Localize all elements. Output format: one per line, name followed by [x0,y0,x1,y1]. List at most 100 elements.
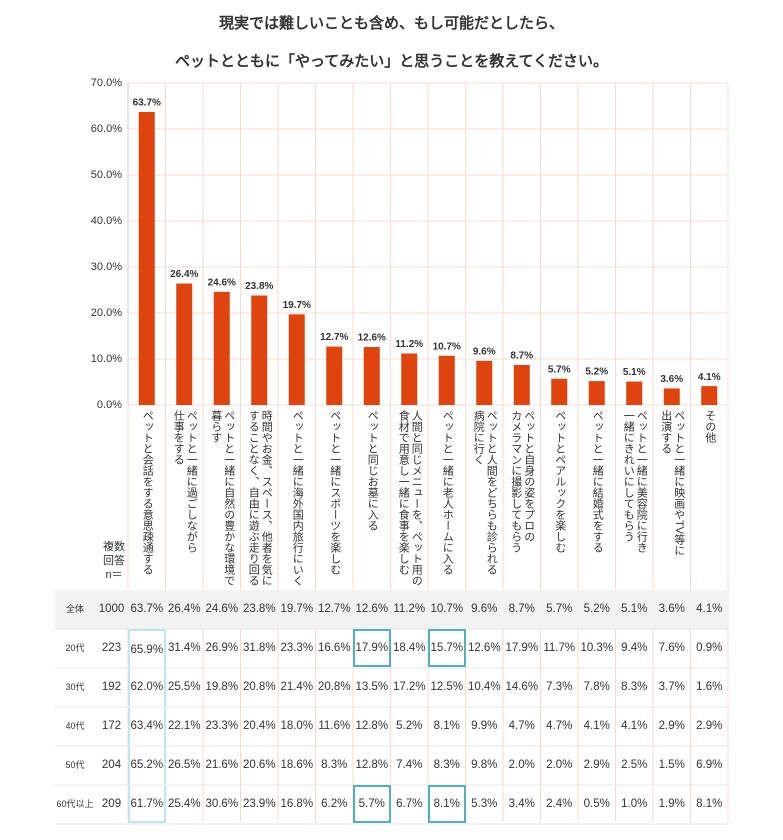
table-cell: 16.6% [317,642,351,654]
row-label: 20代 [65,643,85,653]
table-cell: 1.9% [658,798,685,810]
bar [551,378,568,405]
value-label: 5.7% [548,364,571,375]
x-tick-label: その他 [703,410,716,443]
row-n: 209 [101,798,122,810]
x-tick-label: ペットと一緒に結婚式をする [591,410,604,553]
table-cell: 63.7% [130,603,164,615]
y-tick-label: 70.0% [91,77,122,89]
table-cell: 10.3% [580,642,614,654]
table-cell: 4.7% [508,720,535,732]
value-label: 19.7% [283,300,311,311]
table-cell: 6.9% [696,759,723,771]
table-cell: 10.4% [467,681,501,693]
x-tick-label: ペットと一緒に老人ホームに入る [441,410,454,575]
chart-title: 現実では難しいことも含め、もし可能だとしたら、 [218,15,564,32]
table-cell: 11.7% [543,642,576,654]
table-cell: 26.4% [167,603,201,615]
table-cell: 20.8% [242,681,276,693]
row-n: 192 [101,681,122,693]
table-cell: 20.8% [317,681,351,693]
table-cell: 25.4% [167,798,201,810]
table-cell: 21.4% [280,681,314,693]
table-cell: 23.8% [242,603,276,615]
table-cell: 17.9% [353,629,391,667]
row-n: 172 [101,720,122,732]
table-cell: 14.6% [505,681,539,693]
table-cell: 6.7% [396,798,423,810]
table-cell: 2.9% [696,720,723,732]
x-tick-label: 人間と同じメニューを、ペット用の 食材で用意し一緒に食事を楽しむ [397,410,423,586]
table-cell: 24.6% [205,603,239,615]
table-cell: 6.2% [321,798,348,810]
y-tick-label: 0.0% [97,399,122,411]
table-cell: 8.7% [508,603,535,615]
y-tick-label: 40.0% [91,215,122,227]
y-tick-label: 30.0% [91,261,122,273]
table-cell: 9.9% [471,720,498,732]
table-cell: 2.0% [508,759,535,771]
value-label: 26.4% [170,269,198,280]
value-label: 10.7% [433,341,461,352]
table-cell: 8.3% [321,759,348,771]
table-cell: 11.6% [318,720,351,732]
table-cell: 31.8% [242,642,276,654]
table-cell: 12.8% [355,720,389,732]
table-cell: 3.4% [508,798,535,810]
value-label: 5.1% [623,367,646,378]
value-label: 5.2% [585,367,608,378]
table-cell: 4.1% [696,603,723,615]
table-cell: 26.5% [167,759,201,771]
table-cell: 1.6% [696,681,723,693]
table-cell: 1.0% [621,798,648,810]
bar [401,353,418,405]
table-cell: 20.6% [242,759,276,771]
y-tick-label: 50.0% [91,169,122,181]
table-cell: 23.9% [242,798,276,810]
table-cell: 17.9% [505,642,539,654]
value-label: 4.1% [698,372,721,383]
table-cell: 21.6% [205,759,239,771]
table-cell: 18.0% [280,720,314,732]
table-cell: 12.7% [317,603,351,615]
row-label: 50代 [65,760,85,770]
table-cell: 11.2% [393,603,426,615]
row-background [55,590,728,629]
table-cell: 61.7% [128,785,166,823]
value-label: 24.6% [208,277,236,288]
table-header: 複数回答 n＝ [103,541,125,581]
table-cell: 20.4% [242,720,276,732]
table-cell: 65.9% [128,629,166,667]
table-cell: 2.5% [621,759,648,771]
row-label: 30代 [65,682,85,692]
table-cell: 15.7% [428,629,466,667]
table-cell: 16.8% [280,798,314,810]
bar [176,283,193,405]
x-tick-label: ペットと一緒に海外国内旅行にいく [291,410,304,586]
table-cell: 63.4% [128,707,166,745]
table-cell: 1.5% [658,759,685,771]
x-tick-label: ペットと人間をどちらも診られる 病院に行く [472,410,498,575]
table-cell: 0.9% [696,642,723,654]
bar [626,381,643,405]
bar [701,386,718,405]
table-cell: 0.5% [583,798,610,810]
y-tick-label: 10.0% [91,353,122,365]
y-tick-label: 60.0% [91,123,122,135]
x-tick-label: ペットと自身の姿をプロの カメラマンに撮影してもらう [509,410,535,553]
table-cell: 4.7% [546,720,573,732]
row-n: 204 [101,759,122,771]
value-label: 12.7% [320,332,348,343]
table-cell: 8.1% [433,720,460,732]
row-label: 60代以上 [56,799,94,809]
table-cell: 8.3% [433,759,460,771]
x-tick-label: ペットと一緒に映画やTV等に 出演する [659,410,685,557]
bar [363,347,380,405]
value-label: 12.6% [358,333,386,344]
x-tick-label: 時間やお金、スペース、他者を気に することなく、自由に遊ぶ走り回る [247,410,273,586]
table-cell: 19.8% [205,681,239,693]
table-cell: 8.1% [428,785,466,823]
table-cell: 18.4% [392,642,426,654]
table-cell: 23.3% [280,642,314,654]
